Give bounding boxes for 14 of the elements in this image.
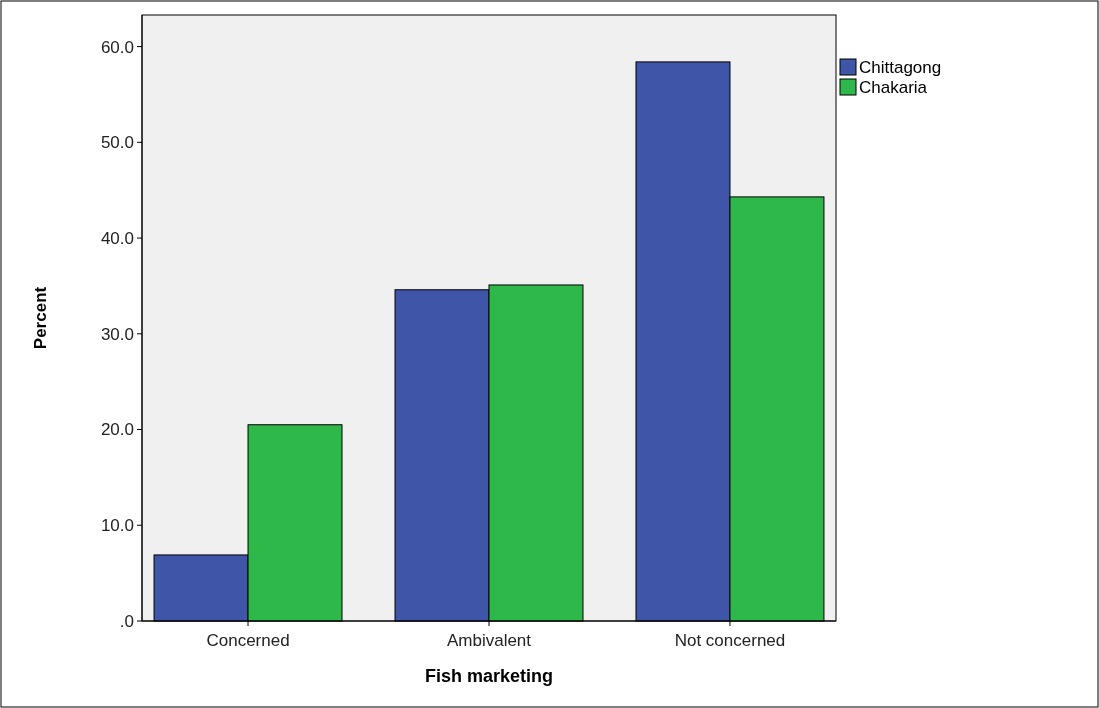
x-axis-title: Fish marketing xyxy=(424,666,554,686)
y-tick-label: 20.0 xyxy=(100,420,134,440)
legend-label: Chakaria xyxy=(859,77,928,97)
y-axis-title: Percent xyxy=(31,286,50,350)
x-tick-label: Ambivalent xyxy=(446,631,532,650)
y-tick-label: 10.0 xyxy=(100,516,134,536)
legend-label: Chittagong xyxy=(859,57,942,77)
y-tick-label: 40.0 xyxy=(100,229,134,249)
y-tick-label: 50.0 xyxy=(100,133,134,153)
x-tick-label: Not concerned xyxy=(674,631,786,650)
y-tick-label: 30.0 xyxy=(100,324,134,344)
y-tick-label: .0 xyxy=(119,611,134,631)
y-tick-label: 60.0 xyxy=(100,37,134,57)
x-tick-label: Concerned xyxy=(206,631,290,650)
